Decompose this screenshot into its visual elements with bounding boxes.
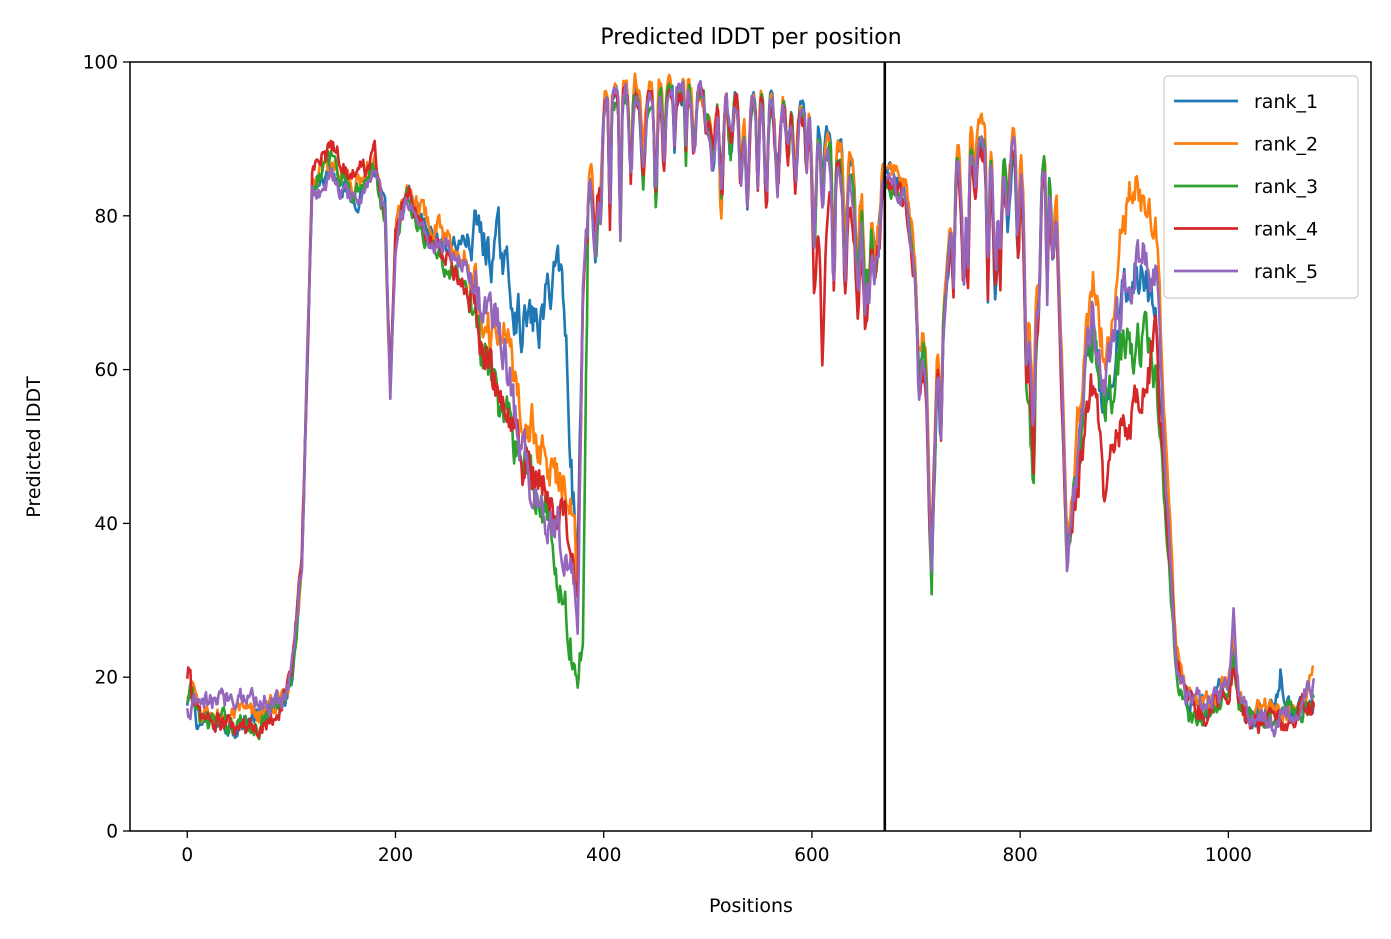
legend-entry-label: rank_3 — [1254, 176, 1318, 198]
legend-entry-label: rank_4 — [1254, 219, 1318, 241]
x-tick-label: 800 — [1002, 845, 1037, 866]
x-tick-label: 400 — [586, 845, 621, 866]
x-tick-label: 0 — [181, 845, 193, 866]
x-tick-label: 1000 — [1205, 845, 1252, 866]
y-tick-label: 60 — [94, 360, 118, 381]
x-axis-ticks: 0 200 400 600 800 1000 — [181, 831, 1252, 866]
plot-frame — [129, 61, 1372, 832]
y-tick-label: 20 — [94, 668, 118, 689]
x-tick-label: 600 — [794, 845, 829, 866]
chart-title: Predicted lDDT per position — [600, 25, 901, 50]
y-tick-label: 100 — [83, 53, 118, 74]
series-layer — [185, 72, 1316, 741]
series-line-rank_5 — [185, 79, 1316, 738]
y-tick-label: 80 — [94, 206, 118, 227]
y-tick-label: 0 — [106, 822, 118, 843]
y-axis-ticks: 0 20 40 60 80 100 — [83, 53, 130, 843]
legend-entry-label: rank_2 — [1254, 134, 1318, 156]
legend-entry-label: rank_1 — [1254, 91, 1318, 113]
legend-entry-label: rank_5 — [1254, 261, 1318, 283]
y-axis-label: Predicted lDDT — [23, 376, 45, 518]
y-tick-label: 40 — [94, 514, 118, 535]
x-tick-label: 200 — [378, 845, 413, 866]
legend: rank_1 rank_2 rank_3 rank_4 rank_5 — [1163, 75, 1359, 299]
x-axis-label: Positions — [709, 895, 793, 917]
legend-box — [1163, 75, 1359, 299]
